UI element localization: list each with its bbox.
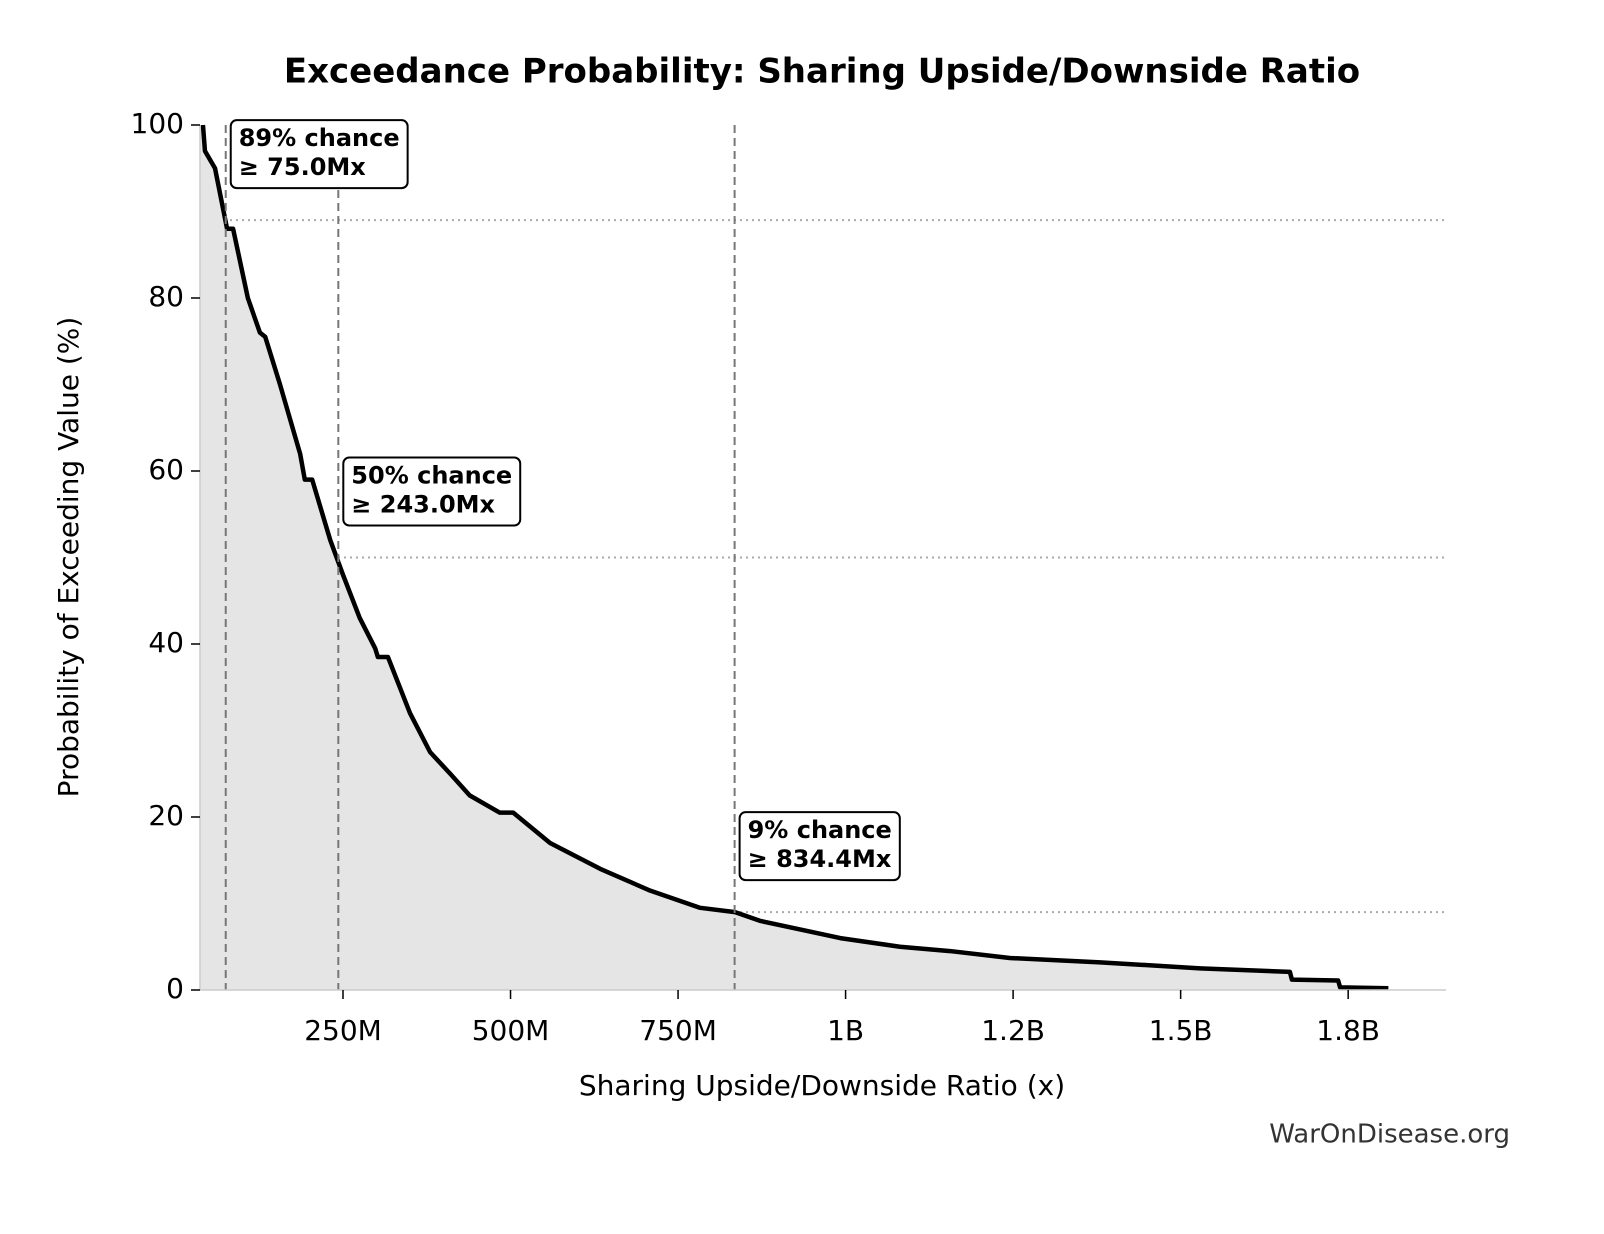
line [200, 124, 1389, 991]
y-tick-label: 60 [148, 453, 184, 486]
x-tick-label: 1.8B [1316, 1014, 1380, 1047]
annotation: 89% chance≥ 75.0Mx [229, 119, 409, 190]
annotation-text: 89% chance [239, 124, 400, 152]
chart-title: Exceedance Probability: Sharing Upside/D… [284, 52, 1360, 92]
annotation-text: ≥ 834.4Mx [748, 845, 892, 873]
annotation-box [738, 811, 901, 882]
annotation-text: ≥ 75.0Mx [239, 153, 367, 181]
y-tick-label: 100 [131, 107, 184, 140]
x-tick-label: 750M [639, 1014, 717, 1047]
y-tick-label: 20 [148, 799, 184, 832]
x-tick-label: 1.2B [981, 1014, 1045, 1047]
footer: WarOnDisease.org [1269, 1120, 1510, 1150]
annotation: 50% chance≥ 243.0Mx [342, 456, 522, 527]
annotation-box [229, 119, 409, 190]
x-tick-label: 1B [827, 1014, 864, 1047]
y-tick-label: 80 [148, 280, 184, 313]
annotation-text: 50% chance [351, 462, 512, 490]
x-tick-label: 1.5B [1149, 1014, 1213, 1047]
annotation-text: ≥ 243.0Mx [351, 491, 495, 519]
x-tick-label: 250M [304, 1014, 382, 1047]
y-tick-label: 40 [148, 626, 184, 659]
annotation-box [342, 456, 522, 527]
area [200, 125, 1389, 990]
annotation: 9% chance≥ 834.4Mx [738, 811, 901, 882]
y-axis-label: Probability of Exceeding Value (%) [52, 317, 85, 798]
x-axis-label: Sharing Upside/Downside Ratio (x) [579, 1069, 1065, 1102]
x-tick-label: 500M [472, 1014, 550, 1047]
annotation-text: 9% chance [748, 816, 892, 844]
y-tick-label: 0 [166, 972, 184, 1005]
